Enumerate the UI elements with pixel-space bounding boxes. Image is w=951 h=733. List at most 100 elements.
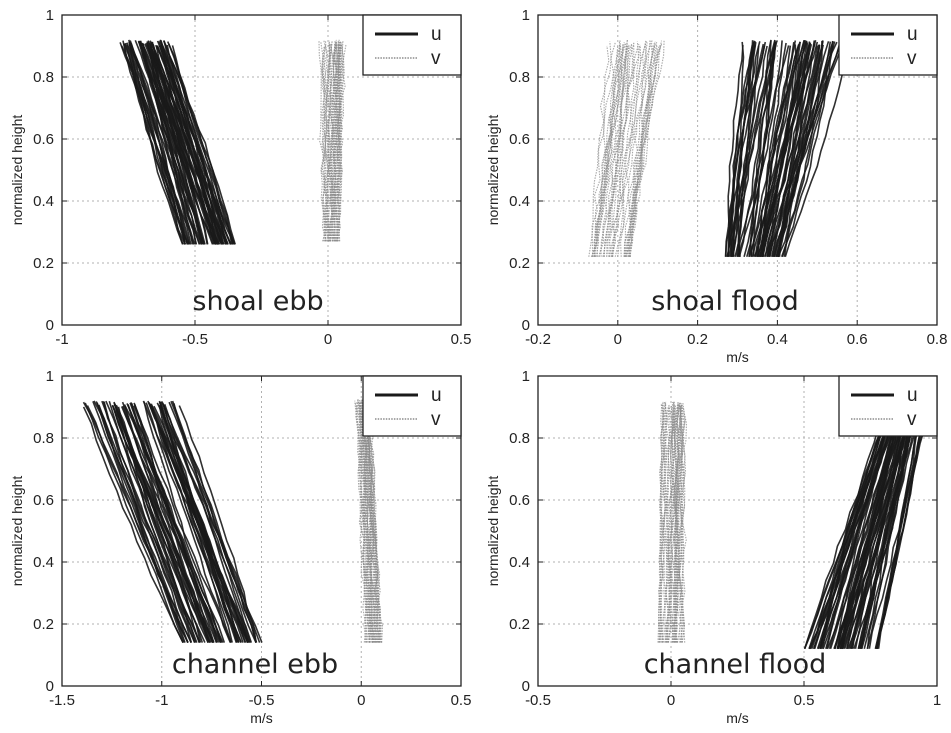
profile-v [336,44,347,242]
profile-u [803,409,892,650]
profile-u [813,407,896,650]
profile-v [665,402,674,643]
x-tick-label: -0.2 [525,331,551,348]
profile-u [737,40,783,258]
y-tick-label: 0.4 [509,193,530,210]
profile-v [677,405,685,643]
profile-u [784,45,849,258]
profile-u [82,406,184,643]
legend-box [362,375,462,437]
profile-u [123,404,221,643]
profile-u [178,405,257,643]
profile-u [724,41,745,257]
profile-v [673,406,679,643]
profile-u [139,41,205,245]
profile-v [624,42,648,257]
profile-v [624,43,656,257]
legend-label-u: u [907,24,918,45]
y-tick-label: 0.8 [33,69,54,86]
profile-u [149,43,218,245]
legend-label-v: v [907,48,917,69]
y-tick-label: 1 [522,368,530,385]
profile-v [620,45,642,257]
profile-v [678,403,685,643]
x-tick-label: 0 [667,692,675,709]
profile-u [124,405,209,643]
y-tick-label: 0.2 [509,255,530,272]
y-tick-label: 0.2 [509,616,530,633]
profile-u [149,406,238,643]
y-axis-label: normalized height [9,476,25,587]
legend-box [362,14,462,76]
profile-u [82,401,189,643]
profile-u [161,401,251,643]
profile-v [321,39,328,242]
profile-u [111,405,215,643]
y-tick-label: 0.2 [33,255,54,272]
profile-u [826,410,903,650]
y-tick-label: 0.6 [509,131,530,148]
profile-v [605,44,640,257]
profile-v [667,405,676,643]
profile-u [783,41,830,257]
plot-area [82,397,384,643]
x-tick-label: -1 [155,692,168,709]
profile-v [327,43,333,242]
profile-v [606,45,630,257]
profile-u [161,44,223,245]
profile-v [608,43,633,257]
axes-frame [537,14,938,326]
profile-v [363,401,376,643]
y-tick-label: 0.6 [33,492,54,509]
profile-u [746,45,777,258]
profile-u [777,40,834,258]
profile-v [674,406,681,643]
x-tick-label: 0 [357,692,365,709]
x-tick-label: 0.5 [451,331,472,348]
profile-v [658,400,665,643]
profile-v [355,399,370,643]
x-tick-label: 0.6 [847,331,868,348]
legend-label-v: v [907,409,917,430]
y-tick-label: 0 [46,317,54,334]
profile-v [674,401,681,643]
profile-u [123,43,189,245]
profile-v [617,44,641,257]
profile-u [757,42,787,257]
profile-u [812,411,897,650]
profile-v [593,40,621,257]
profile-u [809,407,887,650]
y-tick-label: 0.4 [33,193,54,210]
y-tick-label: 0.8 [509,430,530,447]
x-tick-label: 0.8 [927,331,948,348]
profile-u [762,45,800,257]
profile-v [366,401,381,643]
profile-u [734,41,757,257]
profile-u [876,409,931,649]
profile-v [321,45,329,242]
profile-v [611,41,640,257]
profile-v [658,401,667,643]
profile-v [356,400,367,643]
panel-label: channel ebb [172,649,338,680]
profile-v [608,43,627,257]
profile-v [335,45,342,242]
axes-frame [537,375,938,687]
profile-u [826,412,898,649]
profile-v [627,40,656,257]
legend-box [838,14,938,76]
profile-v [628,40,663,257]
profile-v [333,43,340,242]
y-tick-label: 0 [522,678,530,695]
profile-u [828,411,900,650]
y-axis-label: normalized height [485,115,501,226]
profile-v [602,43,635,257]
profile-u [730,40,754,257]
profile-v [667,400,677,643]
x-tick-label: 0.4 [767,331,788,348]
profile-u [170,400,258,643]
profile-v [363,399,380,643]
profile-u [766,40,808,257]
profile-v [657,403,664,643]
